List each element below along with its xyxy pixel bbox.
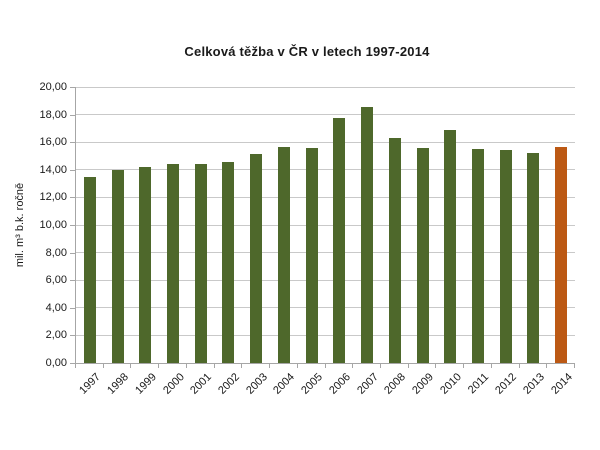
y-tick-label: 2,00 xyxy=(45,329,67,342)
x-axis-tick xyxy=(518,364,520,368)
y-axis-tick xyxy=(70,197,75,199)
gridline xyxy=(76,252,575,254)
bar-1999 xyxy=(139,167,152,363)
x-tick-label: 2014 xyxy=(548,371,575,397)
y-tick-label: 18,00 xyxy=(39,108,67,121)
gridline xyxy=(76,87,575,88)
bar-2005 xyxy=(305,148,318,363)
x-axis-tick xyxy=(296,364,298,368)
bar-2000 xyxy=(167,163,180,363)
x-tick-label: 2008 xyxy=(382,371,409,397)
gridline xyxy=(76,114,575,116)
bar-2004 xyxy=(277,147,290,363)
y-axis-tick xyxy=(70,225,75,226)
x-axis-tick xyxy=(379,364,381,368)
y-axis-tick xyxy=(70,169,75,171)
bar-2007 xyxy=(361,107,374,363)
x-axis-tick xyxy=(546,364,548,368)
bar-2002 xyxy=(222,161,235,363)
y-axis-tick xyxy=(70,114,75,116)
bar-2013 xyxy=(527,153,540,363)
y-tick-label: 14,00 xyxy=(39,163,67,176)
x-tick-label: 2012 xyxy=(493,371,520,397)
x-axis-tick xyxy=(490,364,492,368)
x-axis-tick xyxy=(463,364,465,368)
plot-area xyxy=(75,87,575,364)
x-axis-tick xyxy=(407,364,409,368)
gridline xyxy=(76,224,575,226)
x-axis-tick xyxy=(574,364,575,368)
x-tick-label: 1997 xyxy=(77,371,104,397)
bar-1997 xyxy=(83,176,96,363)
x-axis-tick xyxy=(130,364,132,368)
x-axis-tick xyxy=(324,364,326,368)
x-tick-label: 2006 xyxy=(327,371,353,397)
x-tick-label: 2001 xyxy=(188,371,215,397)
y-axis-tick xyxy=(70,335,75,337)
x-axis-tick xyxy=(241,364,243,368)
bar-2012 xyxy=(499,149,512,363)
y-tick-label: 16,00 xyxy=(39,136,67,149)
x-tick-label: 1998 xyxy=(105,371,132,397)
bar-2009 xyxy=(416,147,429,363)
y-axis-tick xyxy=(70,252,75,254)
x-axis-tick xyxy=(185,364,187,368)
bar-2011 xyxy=(471,149,484,363)
x-tick-label: 2007 xyxy=(354,371,381,397)
y-axis-tick xyxy=(70,280,75,282)
y-axis-tick xyxy=(70,307,75,309)
x-tick-label: 2011 xyxy=(466,371,492,397)
x-axis-tick xyxy=(435,364,437,368)
gridline xyxy=(76,141,575,143)
y-tick-label: 12,00 xyxy=(39,191,67,204)
gridline xyxy=(76,334,575,336)
x-tick-label: 2005 xyxy=(299,371,326,397)
y-axis-tick xyxy=(70,142,75,144)
x-tick-label: 2000 xyxy=(160,371,187,397)
bar-2003 xyxy=(250,153,263,363)
x-axis-tick xyxy=(352,364,354,368)
x-tick-label: 2010 xyxy=(437,371,464,397)
x-axis-tick xyxy=(158,364,160,368)
y-tick-label: 20,00 xyxy=(39,81,67,93)
y-tick-label: 0,00 xyxy=(45,357,67,369)
chart-title: Celková těžba v ČR v letech 1997-2014 xyxy=(184,44,430,59)
x-axis-tick xyxy=(75,364,76,368)
y-axis-tick xyxy=(70,363,75,364)
bar-2014 xyxy=(555,147,568,363)
gridline xyxy=(76,169,575,171)
y-tick-label: 6,00 xyxy=(45,274,67,287)
x-axis-tick xyxy=(102,364,104,368)
gridline xyxy=(76,196,575,198)
bar-2001 xyxy=(194,164,207,363)
x-tick-label: 1999 xyxy=(132,371,159,397)
x-axis-tick xyxy=(213,364,215,368)
x-axis-tick xyxy=(269,364,271,368)
y-tick-label: 4,00 xyxy=(45,301,67,314)
gridline xyxy=(76,307,575,309)
x-tick-label: 2009 xyxy=(410,371,437,397)
x-tick-label: 2003 xyxy=(243,371,270,397)
gridline xyxy=(76,279,575,281)
bar-2010 xyxy=(444,130,457,363)
x-tick-label: 2002 xyxy=(216,371,242,397)
bar-1998 xyxy=(111,169,124,363)
y-tick-label: 8,00 xyxy=(45,246,67,259)
y-axis-tick xyxy=(70,87,75,88)
x-tick-label: 2013 xyxy=(521,371,547,397)
y-tick-label: 10,00 xyxy=(39,219,67,231)
bar-2008 xyxy=(388,138,401,363)
x-tick-label: 2004 xyxy=(271,371,298,397)
bar-2006 xyxy=(333,118,346,363)
